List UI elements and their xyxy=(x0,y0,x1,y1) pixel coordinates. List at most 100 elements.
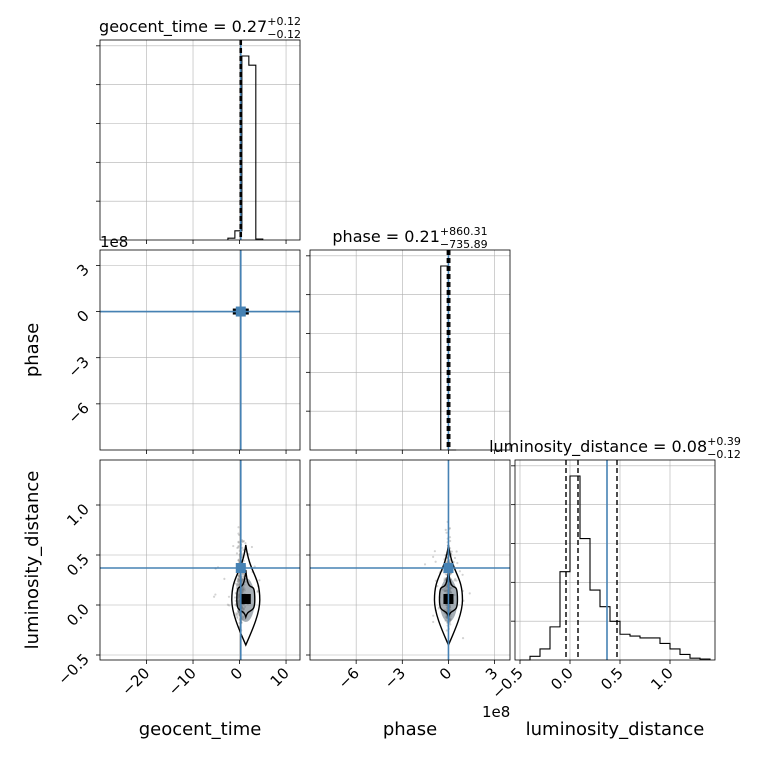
scatter-point xyxy=(237,541,240,544)
x-tick-label-geocent_time: −10 xyxy=(165,664,200,699)
histogram-luminosity_distance-frame xyxy=(514,459,716,661)
scatter-point xyxy=(237,579,240,582)
panel-geocent_time-luminosity_distance-frame xyxy=(99,459,301,661)
scatter-point xyxy=(433,550,436,553)
truth-marker xyxy=(235,306,246,317)
scatter-point xyxy=(241,546,244,550)
scatter-point xyxy=(237,580,240,583)
scatter-point xyxy=(242,574,245,577)
scatter-point xyxy=(434,560,437,563)
scatter-point xyxy=(445,531,448,534)
scatter-point xyxy=(242,572,245,576)
histogram-phase-frame xyxy=(309,249,511,451)
title-minus-phase: −735.89 xyxy=(440,238,488,251)
scatter-point xyxy=(241,540,244,543)
scatter-point xyxy=(453,579,456,582)
scatter-point xyxy=(450,550,453,553)
x-tick-label-phase: −6 xyxy=(335,664,363,692)
scatter-point xyxy=(448,536,452,539)
scatter-point xyxy=(238,575,241,578)
scatter-point xyxy=(237,582,240,585)
scatter-point xyxy=(237,532,240,535)
scatter-point xyxy=(445,629,448,632)
scatter-point xyxy=(214,593,217,596)
title-minus-geocent_time: −0.12 xyxy=(267,28,301,41)
scatter-point xyxy=(237,574,240,577)
scatter-point xyxy=(227,595,231,598)
title-luminosity_distance: luminosity_distance = 0.08+0.39 xyxy=(489,435,741,457)
x-tick-label-luminosity_distance: 1.0 xyxy=(647,664,677,694)
scatter-point xyxy=(223,577,226,581)
scatter-point xyxy=(234,603,237,606)
scatter-point xyxy=(458,570,462,573)
scatter-point xyxy=(237,578,241,581)
scatter-point xyxy=(237,577,240,580)
scatter-point xyxy=(238,533,241,537)
panel-phase-luminosity_distance-frame xyxy=(309,459,511,661)
scatter-point xyxy=(444,528,447,532)
y-tick-label-phase: −3 xyxy=(64,353,92,381)
scatter-point xyxy=(436,585,439,588)
scatter-point xyxy=(235,612,238,615)
scatter-point xyxy=(237,582,240,585)
scatter-point xyxy=(237,577,240,580)
scatter-point xyxy=(432,555,435,558)
scatter-point xyxy=(236,578,239,581)
scatter-point xyxy=(456,561,459,565)
x-tick-label-phase: −3 xyxy=(381,664,409,692)
panel-geocent_time-phase-frame xyxy=(99,249,301,451)
title-minus-luminosity_distance: −0.12 xyxy=(707,448,741,461)
y-tick-label-phase: 3 xyxy=(73,260,92,279)
scatter-point xyxy=(212,595,216,598)
y-tick-label-phase: −6 xyxy=(64,399,92,427)
scatter-point xyxy=(236,613,239,616)
x-axis-label-phase: phase xyxy=(383,719,437,740)
scatter-point xyxy=(256,589,259,592)
scatter-point xyxy=(236,615,239,618)
y-tick-label-luminosity_distance: 1.0 xyxy=(63,500,93,530)
scatter-point xyxy=(250,545,254,549)
scatter-point xyxy=(237,545,240,548)
x-tick-label-luminosity_distance: 0.0 xyxy=(547,664,577,694)
title-geocent_time: geocent_time = 0.27+0.12 xyxy=(99,15,301,37)
scatter-point xyxy=(237,559,240,562)
scatter-point xyxy=(454,577,457,581)
scatter-point xyxy=(444,573,447,576)
scatter-point xyxy=(237,546,240,549)
histogram-geocent_time xyxy=(227,55,264,240)
scatter-point xyxy=(449,623,452,626)
scatter-point xyxy=(236,583,239,586)
scatter-point xyxy=(238,574,241,577)
scatter-point xyxy=(235,552,239,555)
contour-inner xyxy=(236,569,256,620)
scatter-point xyxy=(242,539,246,543)
scatter-point xyxy=(242,548,245,551)
contour-outer xyxy=(231,544,261,647)
scatter-point xyxy=(432,620,435,624)
scatter-point xyxy=(432,614,435,617)
y-axis-label-phase: phase xyxy=(22,323,43,377)
scatter-point xyxy=(437,607,440,610)
scatter-point xyxy=(253,565,256,568)
scatter-point xyxy=(443,577,446,580)
scatter-point xyxy=(449,572,453,575)
scatter-point xyxy=(237,574,241,578)
scatter-point xyxy=(256,590,259,594)
scatter-point xyxy=(233,596,237,599)
scatter-point xyxy=(235,583,239,586)
scatter-point xyxy=(244,542,247,545)
scatter-point xyxy=(236,616,239,620)
y-axis-label-luminosity_distance: luminosity_distance xyxy=(22,471,43,650)
title-phase: phase = 0.21+860.31 xyxy=(332,225,487,246)
scatter-point xyxy=(258,579,261,582)
scatter-point xyxy=(241,572,244,576)
scatter-point xyxy=(238,580,241,583)
x-tick-label-geocent_time: 10 xyxy=(267,664,293,690)
scatter-point xyxy=(237,526,240,529)
scatter-point xyxy=(461,637,465,640)
density-peak xyxy=(240,594,251,604)
scatter-point xyxy=(236,580,240,583)
truth-marker xyxy=(443,563,454,573)
scatter-point xyxy=(453,556,457,560)
scatter-point xyxy=(461,573,464,576)
